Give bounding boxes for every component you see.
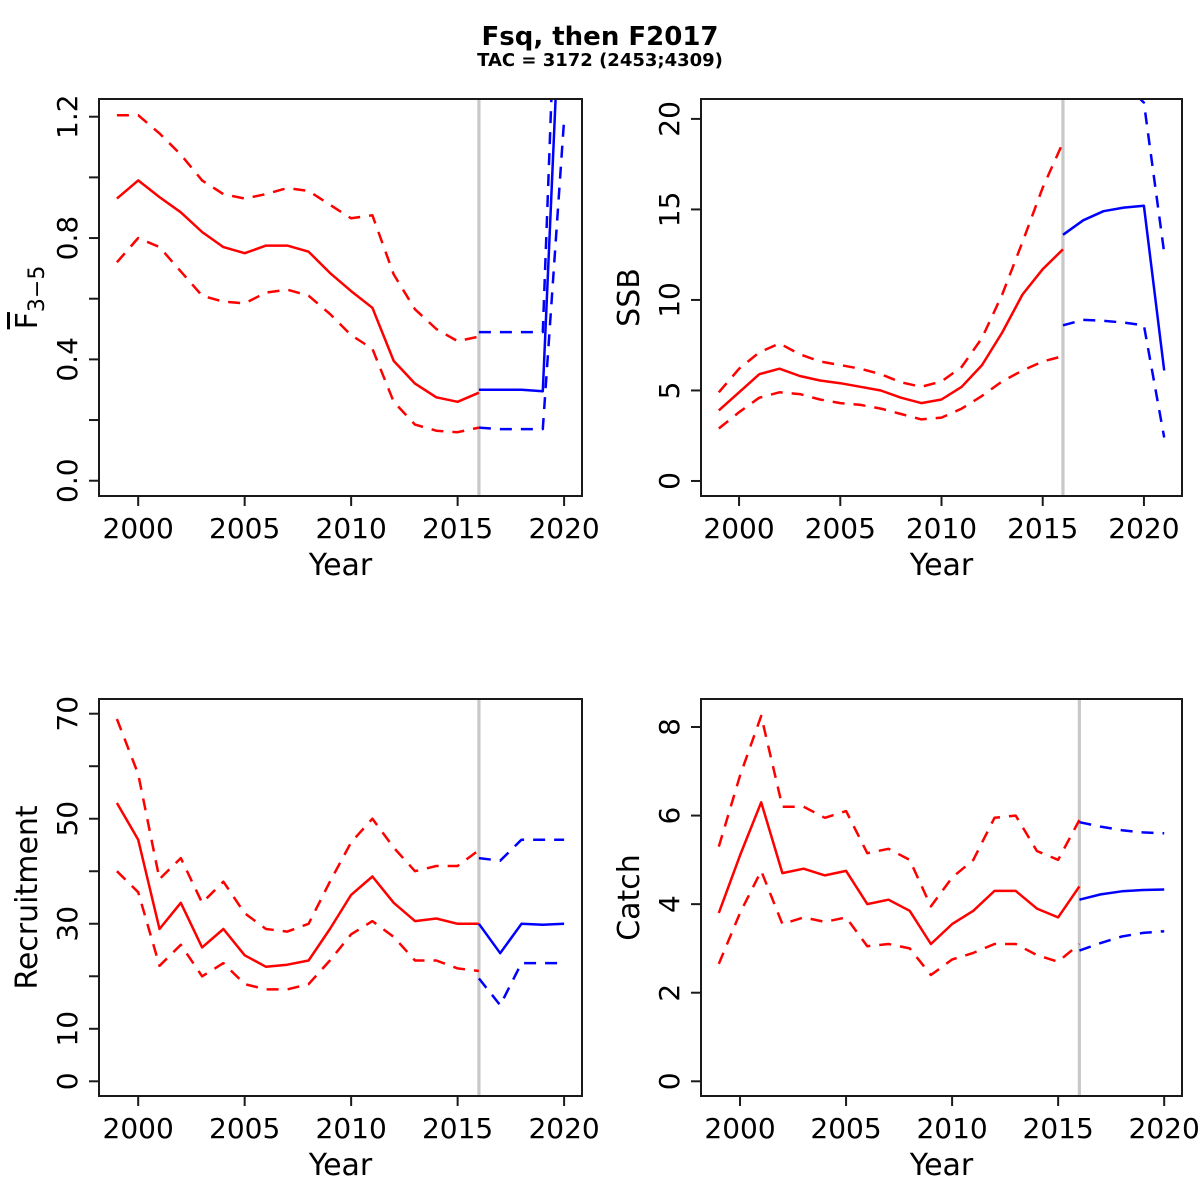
y-axis: 0.0 0.4 0.8 1.2 F3−5 <box>10 94 99 503</box>
recruitment-forecast-lower-ci-line <box>477 961 565 1007</box>
x-axis: 2000 2005 2010 2015 2020 Year <box>703 496 1180 583</box>
plot-box <box>98 98 583 497</box>
panel-recruitment-chart: 2000 2005 2010 2015 2020 Year 0 10 30 50 70 Recruit… <box>10 696 600 1183</box>
x-tick-label: 2015 <box>422 512 493 545</box>
catch-forecast-upper-ci-line <box>1079 820 1165 835</box>
panel-fbar: 2000 2005 2010 2015 2020 Year 0.0 0.4 0.8 1.2 F3−5 <box>0 0 600 600</box>
catch-history-upper-ci-line <box>717 714 1081 908</box>
y-axis: 0 5 10 15 20 SSB <box>612 101 701 490</box>
fbar-history-median-line <box>116 179 480 404</box>
plot-box <box>98 698 583 1097</box>
ssb-forecast-median-line <box>1062 204 1166 371</box>
y-tick-label: 0 <box>653 1072 686 1090</box>
ssb-forecast-lower-ci-line <box>1062 318 1166 438</box>
x-axis: 2000 2005 2010 2015 2020 Year <box>103 496 600 583</box>
y-axis-title: Catch <box>612 854 647 941</box>
series-group <box>115 718 565 1007</box>
recruitment-history-median-line <box>115 802 479 969</box>
x-tick-label: 2000 <box>704 1112 775 1145</box>
x-tick-label: 2015 <box>1007 512 1078 545</box>
catch-history-lower-ci-line <box>717 869 1081 977</box>
recruitment-history-upper-ci-line <box>115 718 480 933</box>
x-tick-label: 2010 <box>906 512 977 545</box>
ssb-forecast-upper-ci-line <box>1138 99 1166 254</box>
y-tick-label: 70 <box>51 696 84 732</box>
ssb-history-lower-ci-line <box>718 354 1064 430</box>
fbar-forecast-upper-ci-line <box>478 99 553 334</box>
x-axis-title: Year <box>308 1148 373 1183</box>
plot-subtitle: TAC = 3172 (2453;4309) <box>477 50 723 71</box>
plot-box <box>700 98 1183 497</box>
x-tick-label: 2010 <box>316 1112 387 1145</box>
x-tick-label: 2005 <box>209 1112 280 1145</box>
fbar-forecast-lower-ci-line <box>478 119 566 431</box>
y-tick-label: 0.8 <box>51 216 84 261</box>
x-tick-label: 2020 <box>1129 1112 1200 1145</box>
x-tick-label: 2005 <box>209 512 280 545</box>
ssb-history-median-line <box>717 248 1064 412</box>
x-tick-label: 2010 <box>316 512 387 545</box>
catch-history-median-line <box>717 801 1081 946</box>
fbar-forecast-median-line <box>478 99 557 393</box>
recruitment-forecast-median-line <box>477 922 565 955</box>
series-group <box>717 714 1165 977</box>
y-tick-label: 10 <box>51 1011 84 1047</box>
y-axis: 0 2 4 6 8 Catch <box>612 718 701 1090</box>
ssb-history-upper-ci-line <box>717 141 1065 394</box>
x-axis: 2000 2005 2010 2015 2020 Year <box>704 1096 1200 1183</box>
y-tick-label: 30 <box>51 906 84 942</box>
y-tick-label: 2 <box>653 984 686 1002</box>
x-tick-label: 2015 <box>422 1112 493 1145</box>
y-tick-label: 0 <box>51 1072 84 1090</box>
x-tick-label: 2000 <box>103 512 174 545</box>
x-tick-label: 2005 <box>810 1112 881 1145</box>
x-tick-label: 2005 <box>805 512 876 545</box>
series-group <box>115 99 566 434</box>
x-axis: 2000 2005 2010 2015 2020 Year <box>103 1096 600 1183</box>
y-tick-label: 50 <box>51 801 84 837</box>
x-axis-title: Year <box>909 548 974 583</box>
x-tick-label: 2020 <box>1108 512 1179 545</box>
x-tick-label: 2020 <box>528 512 599 545</box>
y-tick-label: 10 <box>653 282 686 318</box>
y-axis-title: Recruitment <box>10 805 45 990</box>
x-tick-label: 2015 <box>1023 1112 1094 1145</box>
fbar-history-lower-ci-line <box>115 236 480 434</box>
plot-title: Fsq, then F2017 <box>481 22 719 52</box>
y-tick-label: 6 <box>653 807 686 825</box>
panel-catch-chart: 2000 2005 2010 2015 2020 Year 0 2 4 6 8 Catch <box>612 698 1200 1183</box>
x-tick-label: 2000 <box>703 512 774 545</box>
x-tick-label: 2020 <box>528 1112 599 1145</box>
catch-forecast-median-line <box>1079 888 1165 901</box>
x-tick-label: 2000 <box>103 1112 174 1145</box>
y-axis-title: F3−5 <box>10 266 50 330</box>
plot-box <box>700 698 1183 1097</box>
y-tick-label: 0.0 <box>51 458 84 503</box>
catch-forecast-lower-ci-line <box>1078 929 1165 952</box>
y-tick-label: 0 <box>653 472 686 490</box>
recruitment-history-lower-ci-line <box>116 870 480 991</box>
y-tick-label: 1.2 <box>51 94 84 139</box>
panel-recruitment: 2000 2005 2010 2015 2020 Year 0 10 30 50 70 Recruit… <box>0 600 600 1200</box>
fbar-history-upper-ci-line <box>116 113 480 343</box>
x-axis-title: Year <box>308 548 373 583</box>
y-tick-label: 20 <box>653 101 686 137</box>
y-tick-label: 0.4 <box>51 337 84 382</box>
y-axis-title: SSB <box>612 268 647 327</box>
panel-catch: 2000 2005 2010 2015 2020 Year 0 2 4 6 8 Catch <box>600 600 1200 1200</box>
series-group <box>717 99 1166 438</box>
panel-ssb: 2000 2005 2010 2015 2020 Year 0 5 10 15 20 SSB <box>600 0 1200 600</box>
recruitment-forecast-upper-ci-line <box>478 838 565 862</box>
y-tick-label: 4 <box>653 895 686 913</box>
x-tick-label: 2010 <box>916 1112 987 1145</box>
panel-ssb-chart: 2000 2005 2010 2015 2020 Year 0 5 10 15 20 SSB <box>612 98 1183 583</box>
y-tick-label: 5 <box>653 382 686 400</box>
x-axis-title: Year <box>909 1148 974 1183</box>
panel-fbar-chart: 2000 2005 2010 2015 2020 Year 0.0 0.4 0.8 1.2 F3−5 <box>10 94 600 583</box>
y-tick-label: 15 <box>653 192 686 228</box>
y-tick-label: 8 <box>653 718 686 736</box>
y-axis: 0 10 30 50 70 Recruitment <box>10 696 99 1090</box>
